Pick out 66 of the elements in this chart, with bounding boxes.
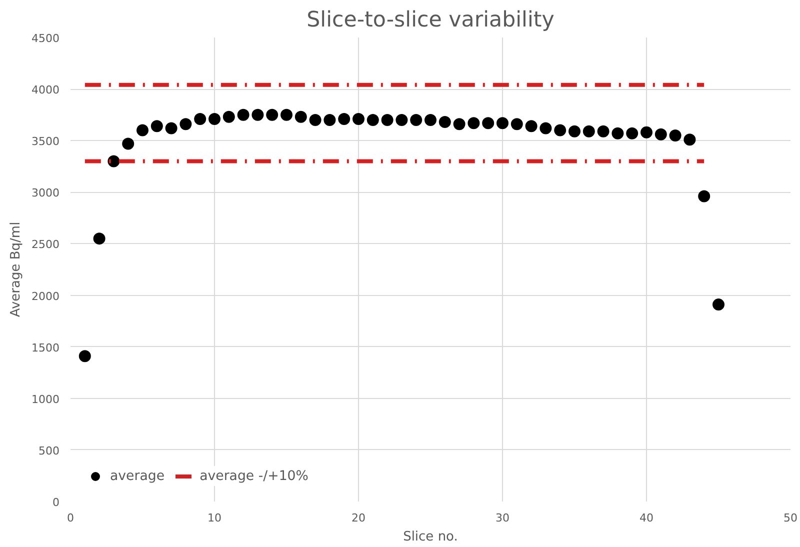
point	[252, 108, 264, 121]
y-tick-label: 2000	[32, 290, 60, 303]
point	[554, 124, 566, 136]
point	[381, 114, 394, 126]
point	[180, 118, 192, 130]
x-tick-label: 40	[640, 512, 654, 524]
point	[510, 118, 523, 130]
y-tick-label: 4000	[32, 84, 60, 97]
point	[684, 134, 696, 146]
legend-label: average	[110, 468, 165, 484]
point	[654, 128, 667, 140]
point	[266, 108, 278, 121]
chart-title: Slice-to-slice variability	[306, 8, 554, 32]
y-tick-label: 1500	[32, 341, 60, 354]
point	[525, 120, 538, 132]
y-tick-label: 2500	[32, 238, 60, 252]
point	[396, 114, 408, 126]
y-tick-label: 3500	[32, 135, 60, 148]
point	[122, 138, 134, 150]
y-tick-label: 0	[52, 496, 60, 509]
point	[309, 114, 322, 126]
point	[352, 112, 364, 125]
point	[338, 112, 350, 125]
point	[237, 108, 250, 121]
x-tick-label: 20	[352, 512, 366, 524]
point	[582, 125, 595, 138]
x-axis-title: Slice no.	[403, 530, 458, 544]
point	[612, 127, 624, 140]
point	[150, 120, 163, 132]
x-tick-label: 0	[67, 512, 74, 524]
y-tick-label: 4500	[32, 32, 60, 45]
point	[540, 122, 552, 134]
x-tick-label: 30	[496, 512, 510, 524]
point	[568, 125, 580, 138]
point	[640, 126, 652, 138]
legend-label: average -/+10%	[200, 468, 308, 484]
point	[108, 155, 120, 168]
point	[424, 114, 436, 126]
y-tick-label: 1000	[32, 392, 60, 406]
point	[468, 117, 480, 130]
x-tick-label: 10	[208, 512, 222, 524]
point	[482, 117, 494, 130]
point	[597, 125, 610, 138]
point	[222, 110, 235, 123]
point	[294, 110, 307, 123]
y-axis-title: Average Bq/ml	[8, 222, 24, 318]
point	[698, 190, 710, 202]
point	[136, 124, 148, 136]
point	[165, 122, 178, 134]
point	[496, 117, 508, 130]
point	[410, 114, 422, 126]
point	[324, 114, 336, 126]
point	[208, 112, 220, 125]
point	[712, 298, 724, 311]
y-tick-label: 3000	[32, 186, 60, 200]
point	[453, 118, 466, 130]
point	[280, 108, 292, 121]
point	[669, 129, 682, 142]
point	[93, 232, 106, 245]
point	[366, 114, 379, 126]
point	[194, 112, 206, 125]
point	[78, 350, 91, 362]
y-tick-label: 500	[38, 444, 60, 458]
x-tick-label: 50	[784, 512, 798, 524]
point	[438, 116, 451, 128]
point	[626, 127, 638, 140]
